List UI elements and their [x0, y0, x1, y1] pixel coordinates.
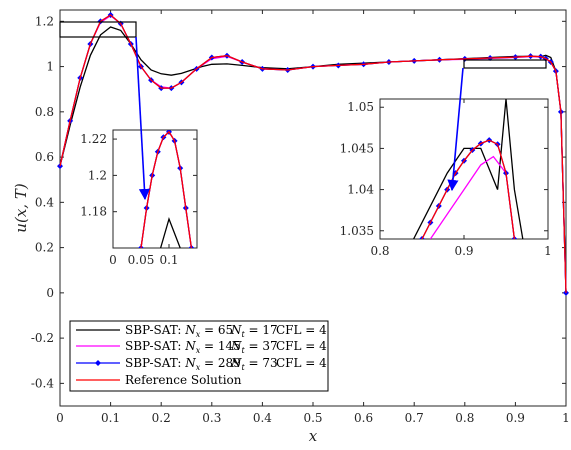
zoom-arrow-left: [135, 36, 151, 201]
main-ytick-label: 1.2: [35, 14, 54, 28]
main-xtick-label: 0: [56, 411, 64, 425]
zoom-box-left: [59, 21, 137, 38]
inset-left-ytick-label: 1.18: [80, 205, 107, 219]
x-axis-label: x: [309, 427, 318, 445]
legend: SBP-SAT: Nx = 65Nt = 17CFL = 4 SBP-SAT: …: [69, 320, 329, 392]
inset-right-ytick-label: 1.04: [347, 183, 374, 197]
main-xtick-label: 0.5: [303, 411, 322, 425]
main-ytick-label: -0.2: [31, 331, 54, 345]
main-xtick-label: 0.6: [354, 411, 373, 425]
main-xtick-label: 0.4: [253, 411, 272, 425]
legend-entry-65: SBP-SAT: Nx = 65Nt = 17CFL = 4: [125, 323, 327, 339]
inset-left-series-0: [159, 216, 181, 248]
zoom-arrow-right: [447, 67, 464, 192]
legend-marker-289: [95, 360, 101, 366]
zoom-box-right: [463, 59, 547, 69]
main-xtick-label: 0.1: [101, 411, 120, 425]
main-series-3: [59, 14, 567, 293]
main-xtick-label: 0.3: [202, 411, 221, 425]
legend-entry-reference: Reference Solution: [125, 373, 242, 387]
inset-right-frame: [379, 98, 549, 240]
main-xtick-label: 0.8: [455, 411, 474, 425]
inset-right-series-0: [413, 99, 524, 239]
main-xtick-label: 0.7: [405, 411, 424, 425]
inset-right-xtick-label: 0.9: [454, 244, 473, 258]
inset-right-ytick-label: 1.035: [340, 224, 374, 238]
main-ytick-label: -0.4: [31, 376, 55, 390]
main-xtick-label: 0.2: [152, 411, 171, 425]
inset-right-xtick-label: 0.8: [370, 244, 389, 258]
inset-left-ytick-label: 1.2: [88, 168, 107, 182]
zoom-indicators: [59, 21, 547, 69]
main-ytick-label: 0.2: [35, 241, 54, 255]
inset-left-frame: [112, 129, 198, 249]
main-ytick-label: 1: [46, 60, 54, 74]
inset-right-xtick-label: 1: [544, 244, 552, 258]
inset-right-ytick-label: 1.045: [340, 141, 374, 155]
inset-right-marker: [419, 236, 425, 239]
main-series-lines: [57, 11, 569, 296]
inset-left-xtick-label: 0.1: [159, 253, 178, 267]
legend-entry-145: SBP-SAT: Nx = 145Nt = 37CFL = 4: [125, 339, 327, 355]
legend-box: [69, 320, 329, 392]
inset-peak-right: 0.8 0.9 1 1.035 1.04 1.045 1.05: [340, 98, 552, 258]
main-ytick-label: 0.6: [35, 150, 54, 164]
y-axis-label: u(x, T): [12, 183, 30, 233]
main-marker: [57, 163, 63, 170]
legend-entry-289: SBP-SAT: Nx = 289Nt = 73CFL = 4: [125, 356, 327, 372]
main-ytick-label: 0.4: [35, 195, 54, 209]
main-ytick-label: 0.8: [35, 105, 54, 119]
main-axis-ticks: 0 0.1 0.2 0.3 0.4 0.5 0.6 0.7 0.8 0.9 1 -0.4 -0.2 0 0.…: [31, 10, 570, 425]
main-xtick-label: 0.9: [506, 411, 525, 425]
inset-left-xtick-label: 0.05: [128, 253, 155, 267]
inset-right-ytick-label: 1.05: [347, 100, 374, 114]
inset-left-xtick-label: 0: [109, 253, 117, 267]
main-xtick-label: 1: [562, 411, 570, 425]
main-ytick-label: 0: [46, 286, 54, 300]
inset-left-ytick-label: 1.22: [80, 132, 107, 146]
inset-right-series-3: [421, 139, 516, 239]
